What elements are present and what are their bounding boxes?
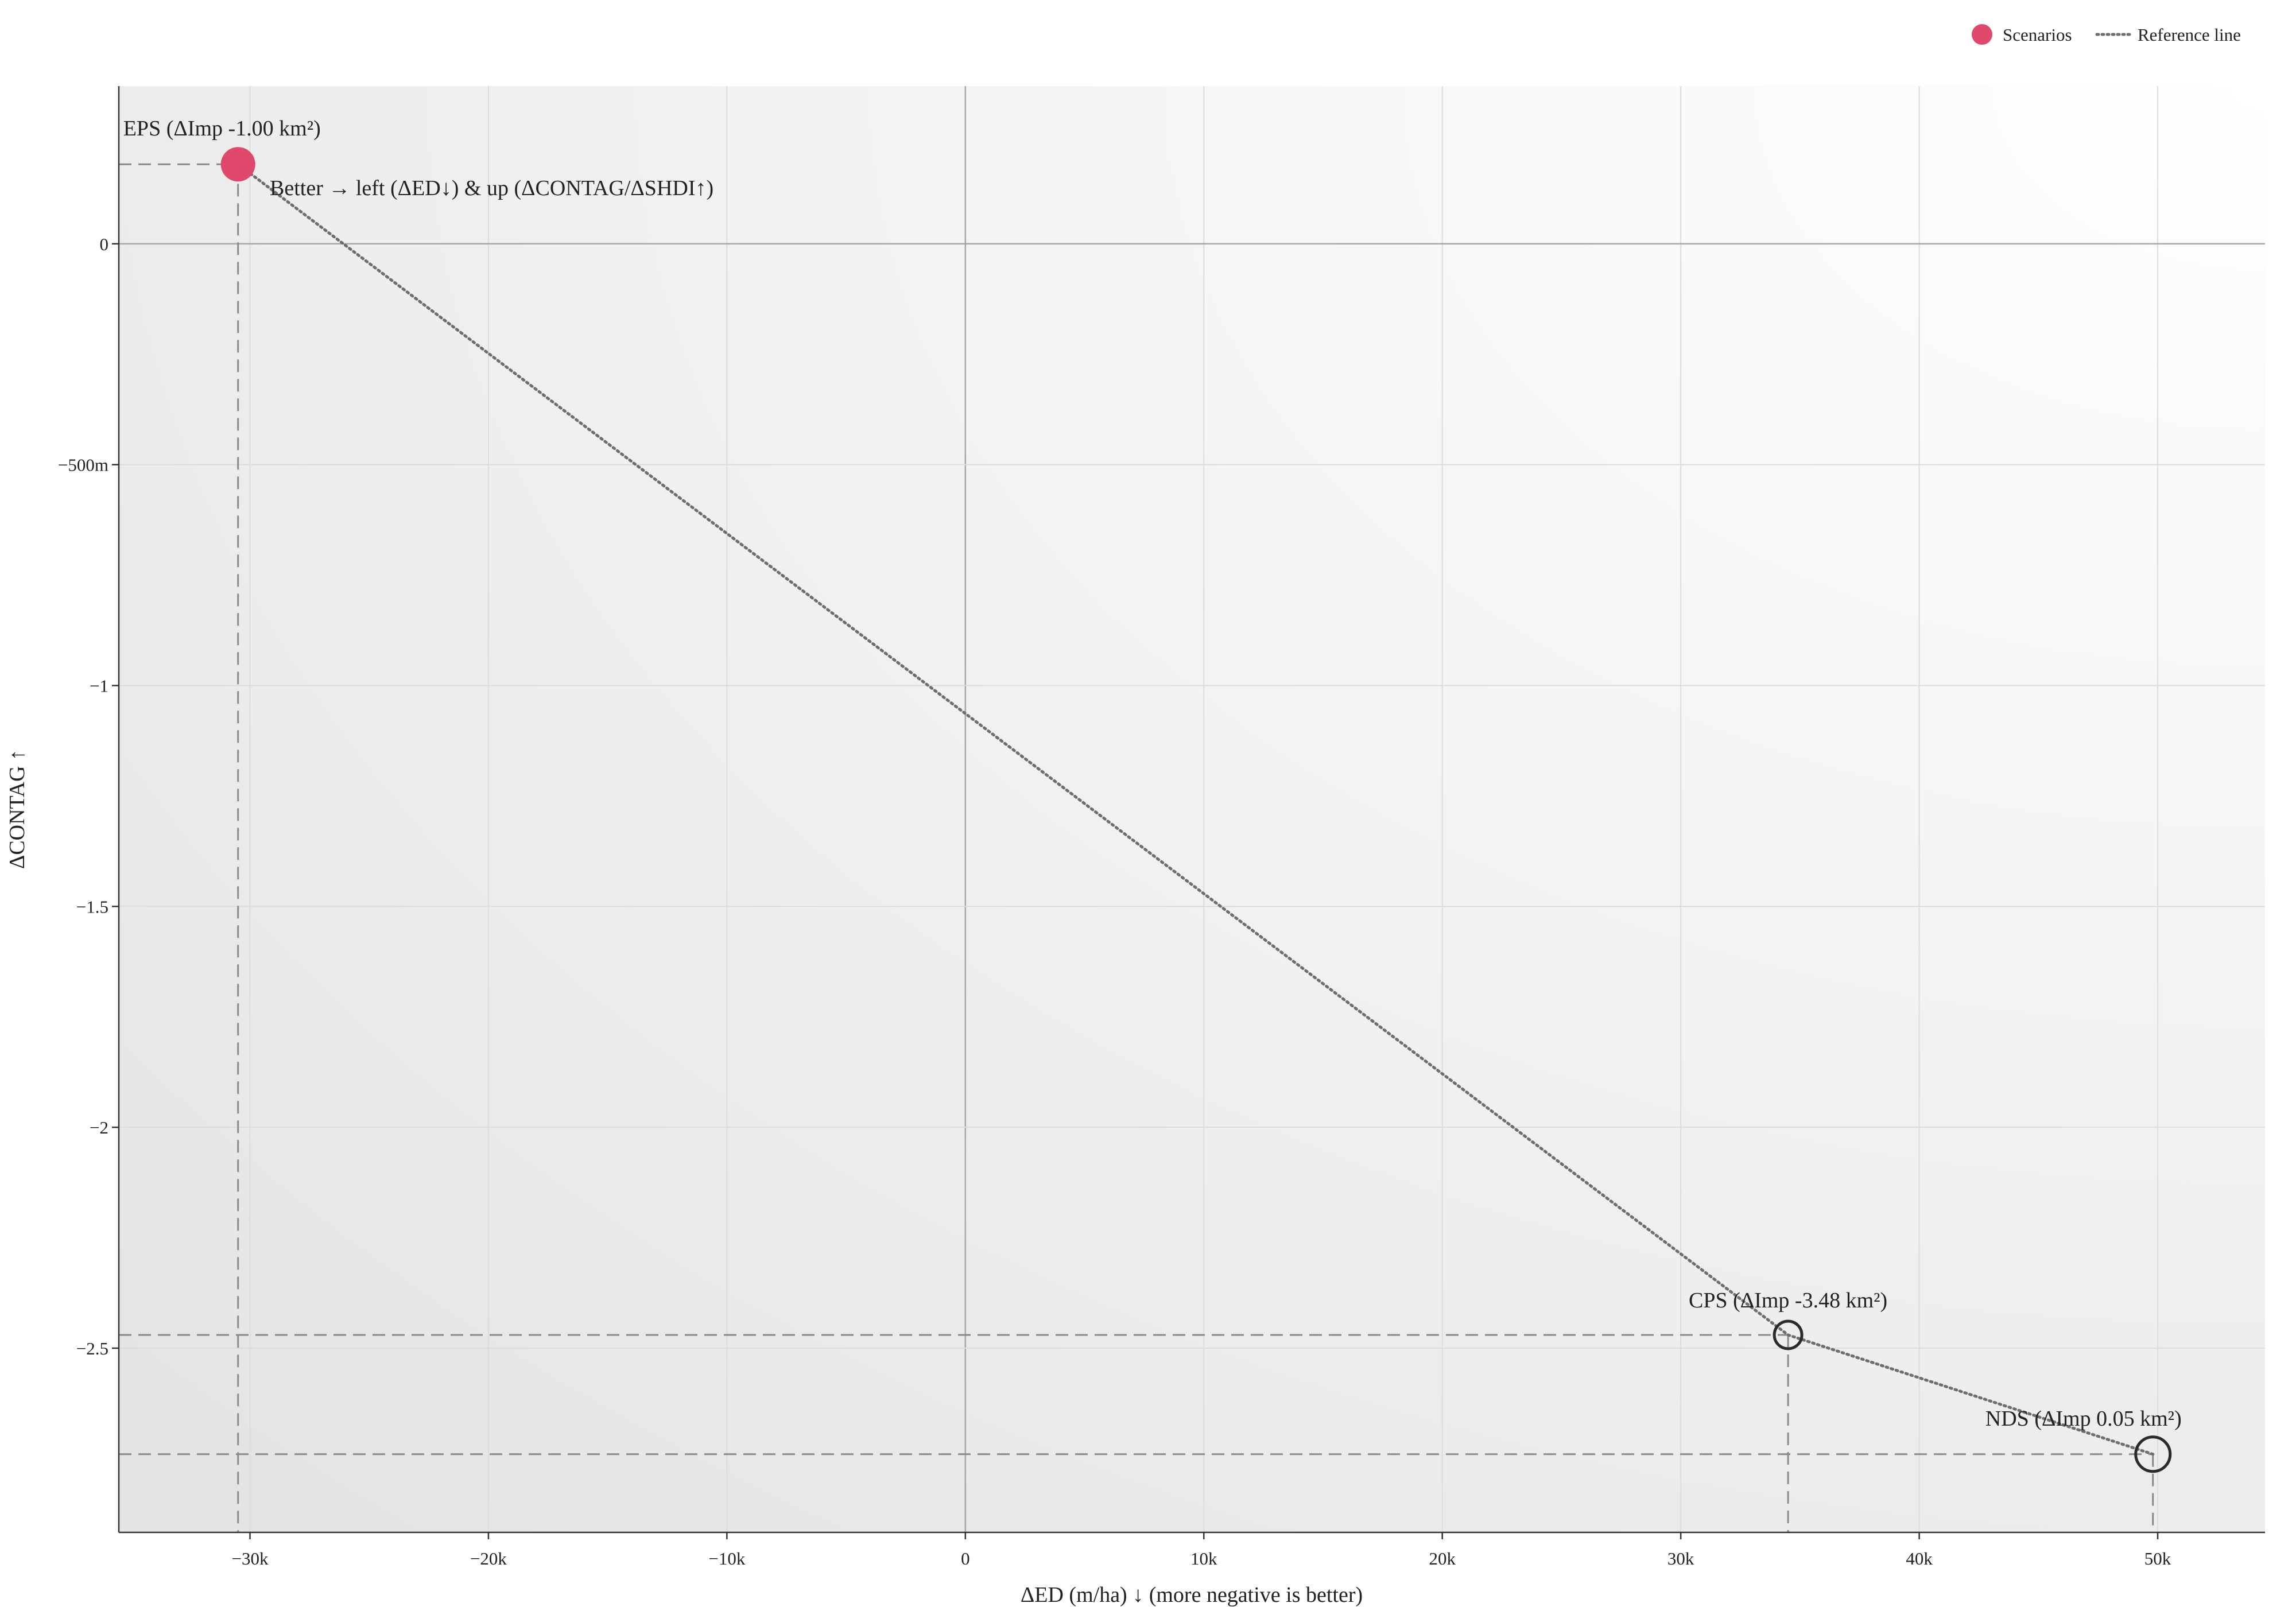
x-tick-label: −20k (470, 1548, 507, 1569)
y-tick-label: −1 (90, 676, 108, 696)
point-label-eps: EPS (ΔImp -1.00 km²) (123, 117, 321, 141)
reference-line-layer (236, 162, 2155, 1456)
x-tick-label: 50k (2144, 1548, 2171, 1569)
x-tick-label: 40k (1906, 1548, 1933, 1569)
point-nds (2134, 1435, 2172, 1473)
point-label-cps: CPS (ΔImp -3.48 km²) (1689, 1288, 1887, 1313)
point-eps (220, 147, 255, 182)
y-tick-label: 0 (100, 234, 109, 254)
y-tick-label: −2.5 (76, 1338, 108, 1358)
y-tick-label: −1.5 (76, 896, 108, 917)
x-tick-label: −10k (708, 1548, 745, 1569)
plot-background (119, 86, 2265, 1532)
direction-annotation: Better → left (ΔED↓) & up (ΔCONTAG/ΔSHDI… (270, 176, 713, 200)
x-tick-label: 10k (1190, 1548, 1217, 1569)
tick-labels: −30k −20k −10k 0 10k 20k 30k 40k 50k 0 −500m −1 −1.5… (58, 234, 2171, 1569)
x-tick-label: 0 (961, 1548, 970, 1569)
x-tick-label: 20k (1429, 1548, 1456, 1569)
x-tick-label: −30k (232, 1548, 269, 1569)
reference-line (236, 162, 2155, 1456)
point-label-nds: NDS (ΔImp 0.05 km²) (1985, 1407, 2182, 1431)
legend-scenarios-label: Scenarios (2003, 25, 2072, 45)
y-tick-label: −2 (90, 1117, 108, 1138)
legend-reference-line-label: Reference line (2138, 25, 2241, 45)
legend: Scenarios Reference line (1972, 24, 2241, 45)
y-axis-title: ΔCONTAG ↑ (5, 750, 29, 869)
points-layer: EPS (ΔImp -1.00 km²) CPS (ΔImp -3.48 km²)… (123, 117, 2182, 1473)
legend-scenarios-marker (1972, 24, 1992, 45)
guide-lines (119, 163, 2154, 1532)
grid (119, 86, 2265, 1532)
y-tick-label: −500m (58, 455, 108, 475)
axes (118, 86, 2265, 1534)
point-cps (1773, 1319, 1804, 1350)
x-tick-label: 30k (1667, 1548, 1694, 1569)
x-axis-title: ΔED (m/ha) ↓ (more negative is better) (1021, 1583, 1363, 1607)
